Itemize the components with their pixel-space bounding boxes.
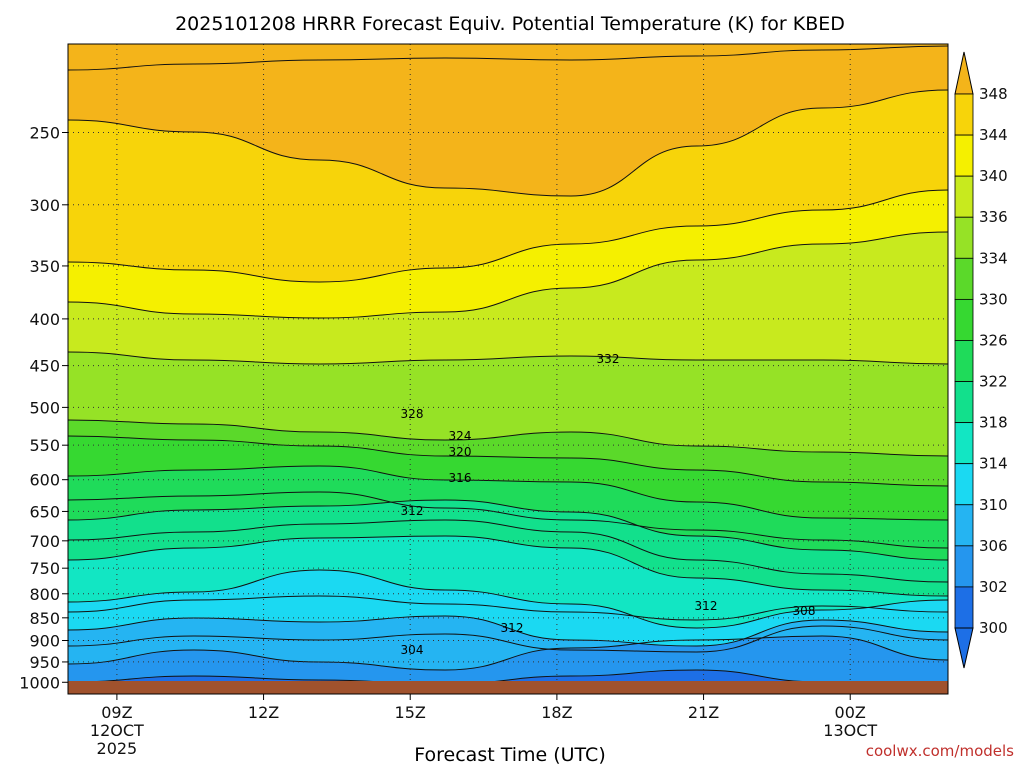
y-tick-label: 600 — [29, 471, 60, 490]
credit-link[interactable]: coolwx.com/models — [866, 742, 1014, 760]
contour-lines — [68, 45, 948, 691]
y-tick-label: 850 — [29, 609, 60, 628]
contour-line — [68, 499, 948, 561]
colorbar-label: 326 — [979, 331, 1008, 349]
contour-line — [68, 569, 948, 629]
x-tick-label: 18Z — [541, 703, 572, 722]
colorbar-swatch — [954, 298, 974, 341]
colorbar-swatch — [954, 216, 974, 259]
y-tick-label: 700 — [29, 532, 60, 551]
colorbar-label: 310 — [979, 496, 1008, 514]
y-tick-label: 800 — [29, 585, 60, 604]
colorbar-swatch — [954, 93, 974, 136]
contour-line — [68, 45, 948, 71]
contour-value-label: 324 — [449, 429, 472, 443]
y-tick-label: 400 — [29, 310, 60, 329]
colorbar-swatch — [954, 545, 974, 588]
y-tick-label: 450 — [29, 357, 60, 376]
colorbar: 348 344 340 336 334 330 326 322 318 314 310 306 302 3… — [954, 51, 1008, 669]
x-tick-date-label: 12OCT — [90, 721, 144, 740]
dotted-grid — [68, 44, 948, 694]
ground-surface — [68, 681, 948, 694]
pressure-axis: 250 300 350 400 450 500 550 600 650 700 750 800 850 9… — [19, 123, 68, 692]
y-tick-label: 650 — [29, 502, 60, 521]
colorbar-label: 322 — [979, 373, 1008, 391]
x-axis-label: Forecast Time (UTC) — [414, 744, 605, 766]
y-tick-label: 1000 — [19, 673, 60, 692]
colorbar-swatch — [954, 257, 974, 300]
colorbar-label: 330 — [979, 290, 1008, 308]
colorbar-label: 340 — [979, 167, 1008, 185]
contour-line — [68, 595, 948, 621]
y-tick-label: 750 — [29, 559, 60, 578]
y-tick-label: 300 — [29, 196, 60, 215]
colorbar-label: 336 — [979, 208, 1008, 226]
contour-value-label: 312 — [401, 504, 424, 518]
chart-title: 2025101208 HRRR Forecast Equiv. Potentia… — [175, 13, 845, 35]
x-tick-label: 12Z — [248, 703, 279, 722]
contour-line — [68, 491, 948, 549]
colorbar-swatch — [954, 422, 974, 465]
contour-line — [68, 615, 948, 647]
plot-frame — [67, 43, 949, 695]
contour-line — [68, 351, 948, 365]
contour-value-label: 328 — [401, 407, 424, 421]
colorbar-swatch — [954, 586, 974, 629]
contour-band — [68, 44, 948, 70]
colorbar-label: 314 — [979, 455, 1008, 473]
colorbar-label: 306 — [979, 537, 1008, 555]
colorbar-extend-min — [954, 627, 974, 669]
contour-line — [68, 419, 948, 457]
y-tick-label: 500 — [29, 398, 60, 417]
x-tick-year-label: 2025 — [97, 739, 138, 758]
contour-value-label: 312 — [501, 621, 524, 635]
colorbar-swatch — [954, 175, 974, 218]
colorbar-swatch — [954, 134, 974, 177]
contour-line — [68, 535, 948, 597]
x-tick-label: 21Z — [688, 703, 719, 722]
colorbar-label: 334 — [979, 249, 1008, 267]
x-tick-label: 15Z — [395, 703, 426, 722]
contour-line — [68, 625, 948, 653]
x-tick-date-label: 13OCT — [823, 721, 877, 740]
contour-value-label: 304 — [401, 643, 424, 657]
contour-value-label: 312 — [695, 599, 718, 613]
y-tick-label: 900 — [29, 631, 60, 650]
contour-value-label: 316 — [449, 471, 472, 485]
contour-line — [68, 189, 948, 283]
colorbar-extend-max — [954, 51, 974, 95]
contour-labels: 332 328 324 320 316 312 312 312 308 304 — [401, 352, 816, 657]
y-tick-label: 550 — [29, 436, 60, 455]
y-tick-label: 250 — [29, 123, 60, 142]
colorbar-swatch — [954, 463, 974, 506]
contour-value-label: 320 — [449, 445, 472, 459]
colorbar-label: 318 — [979, 414, 1008, 432]
colorbar-swatch — [954, 340, 974, 382]
colorbar-label: 348 — [979, 85, 1008, 103]
y-tick-label: 350 — [29, 257, 60, 276]
colorbar-label: 302 — [979, 578, 1008, 596]
x-tick-label: 00Z — [835, 703, 866, 722]
contour-value-label: 308 — [793, 604, 816, 618]
contour-line — [68, 519, 948, 583]
contour-line — [68, 89, 948, 197]
contour-line — [68, 635, 948, 671]
colorbar-label: 344 — [979, 126, 1008, 144]
colorbar-swatch — [954, 504, 974, 547]
colorbar-label: 300 — [979, 619, 1008, 637]
x-tick-label: 09Z — [101, 703, 132, 722]
plot-area — [68, 44, 948, 694]
y-tick-label: 950 — [29, 653, 60, 672]
contour-line — [68, 465, 948, 521]
contour-band — [68, 44, 948, 196]
contour-line — [68, 435, 948, 487]
contour-line — [68, 231, 948, 319]
contour-value-label: 332 — [597, 352, 620, 366]
colorbar-swatch — [954, 381, 974, 424]
